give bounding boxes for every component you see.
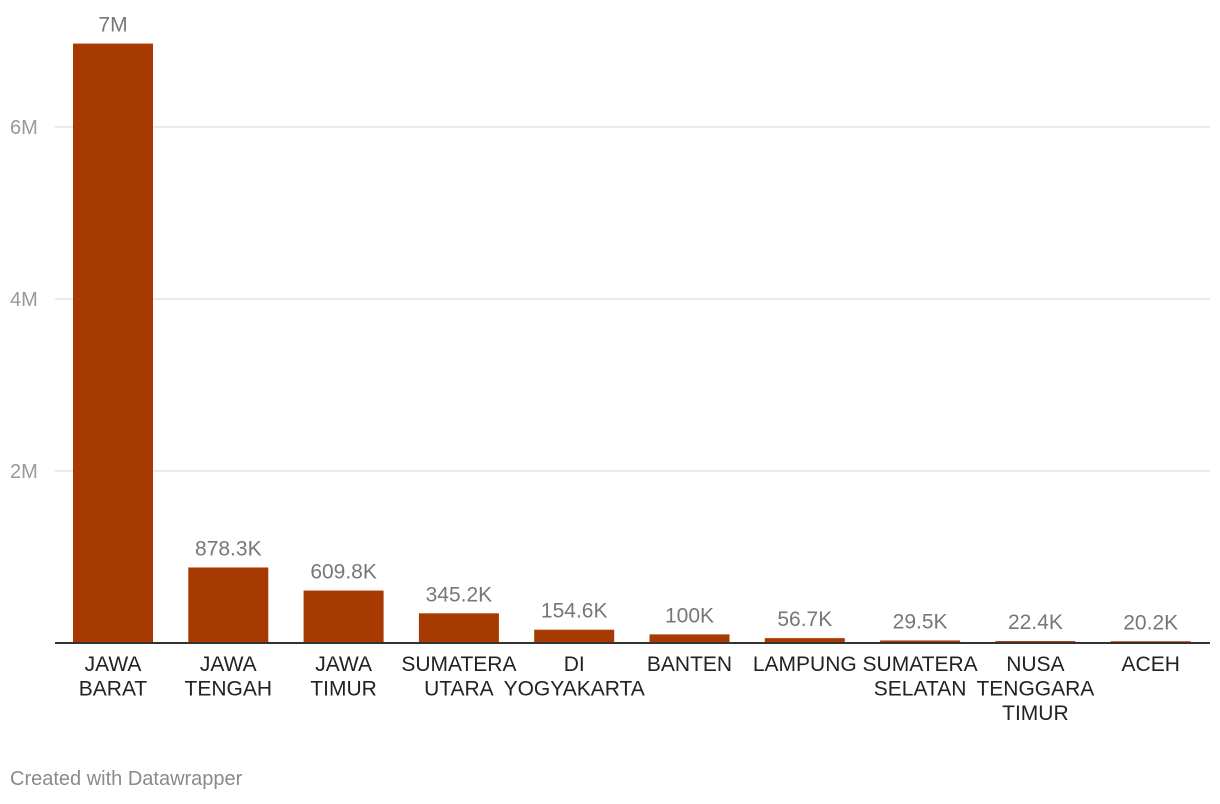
x-category-label-line: BANTEN — [647, 653, 732, 676]
x-category-label: ACEH — [1122, 653, 1180, 676]
y-axis-ticks: 2M 4M 6M — [10, 117, 38, 483]
x-category-label-line: TIMUR — [310, 678, 377, 701]
bar — [188, 567, 269, 643]
x-category-label-line: YOGYAKARTA — [504, 678, 645, 701]
bar-value-label: 345.2K — [426, 583, 493, 606]
bar-value-label: 22.4K — [1008, 611, 1063, 634]
x-category-label-line: SUMATERA — [401, 653, 516, 676]
bar-value-label: 154.6K — [541, 600, 608, 623]
bar-value-label: 7M — [98, 14, 127, 37]
y-tick-label: 2M — [10, 461, 38, 483]
x-category-label-line: TENGGARA — [976, 678, 1094, 701]
x-category-label-line: BARAT — [79, 678, 148, 701]
x-category-label-line: JAWA — [200, 653, 257, 676]
x-category-label-line: SUMATERA — [863, 653, 978, 676]
x-category-label: NUSA TENGGARA TIMUR — [976, 653, 1094, 725]
x-category-label-line: JAWA — [315, 653, 372, 676]
x-category-label: DI YOGYAKARTA — [504, 653, 645, 701]
bar-value-label: 878.3K — [195, 537, 262, 560]
x-category-label-line: UTARA — [424, 678, 494, 701]
x-category-label: BANTEN — [647, 653, 732, 676]
bar — [534, 629, 615, 643]
bar — [418, 613, 499, 643]
bar — [764, 638, 845, 643]
x-category-label: SUMATERA UTARA — [401, 653, 516, 701]
bar — [303, 590, 384, 643]
bar — [880, 640, 961, 643]
x-category-label-line: LAMPUNG — [753, 653, 857, 676]
x-category-label-line: ACEH — [1122, 653, 1180, 676]
footer-credit: Created with Datawrapper — [10, 768, 243, 790]
y-tick-label: 4M — [10, 289, 38, 311]
bar-value-label: 100K — [665, 604, 714, 627]
y-tick-label: 6M — [10, 117, 38, 139]
value-labels: 7M 878.3K 609.8K 345.2K 154.6K 100K 56.7K 29.5K… — [98, 14, 1178, 635]
bar — [649, 634, 730, 643]
gridlines — [55, 126, 1210, 472]
x-category-label-line: NUSA — [1006, 653, 1064, 676]
x-category-label-line: TENGAH — [185, 678, 273, 701]
x-category-label: SUMATERA SELATAN — [863, 653, 978, 701]
x-category-label-line: SELATAN — [874, 678, 967, 701]
bars — [73, 43, 1191, 643]
x-category-label: JAWA BARAT — [79, 653, 148, 701]
x-category-label-line: DI — [564, 653, 585, 676]
bar-value-label: 20.2K — [1123, 611, 1178, 634]
x-category-label: JAWA TIMUR — [310, 653, 377, 701]
x-category-label-line: JAWA — [85, 653, 142, 676]
bar-value-label: 29.5K — [893, 610, 948, 633]
x-category-label-line: TIMUR — [1002, 702, 1069, 725]
bar-value-label: 56.7K — [777, 608, 832, 631]
x-category-label: LAMPUNG — [753, 653, 857, 676]
bar-value-label: 609.8K — [310, 561, 377, 584]
x-category-label: JAWA TENGAH — [185, 653, 273, 701]
bar — [73, 43, 153, 643]
